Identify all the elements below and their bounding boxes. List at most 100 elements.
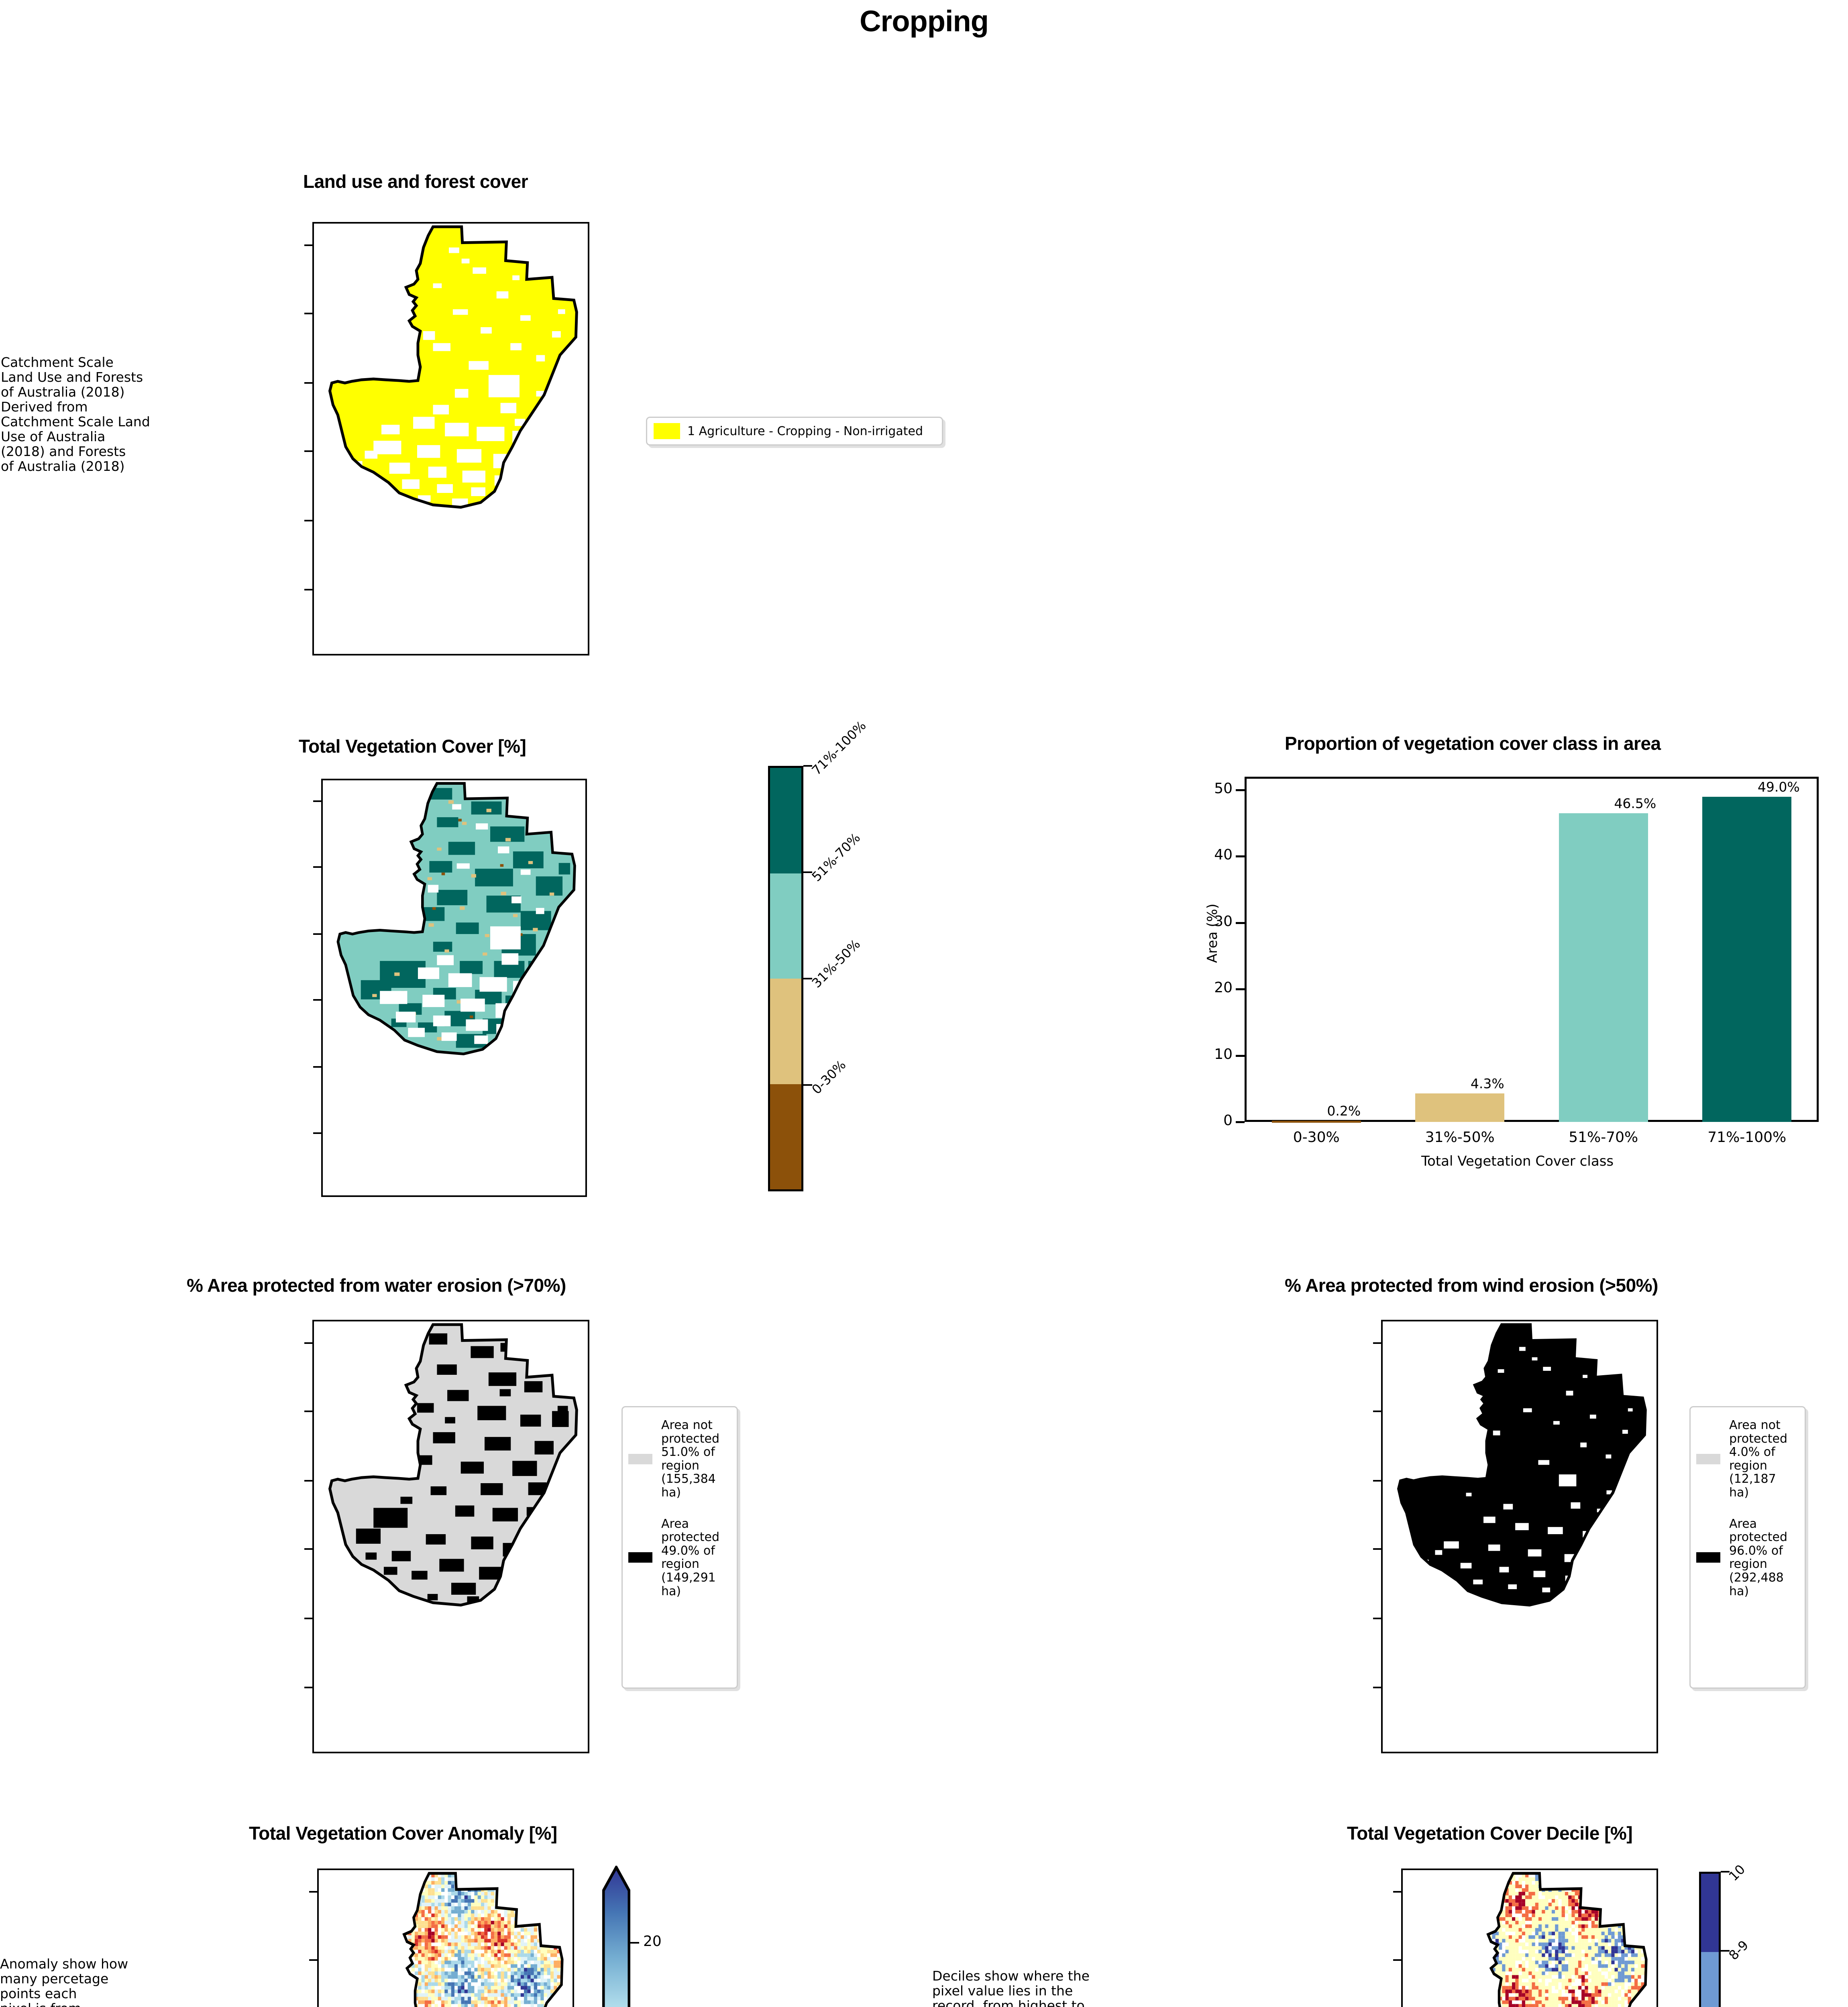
decile-seg-8-9 [1701, 1952, 1719, 2007]
bar-chart-y-tickmark [1236, 988, 1245, 991]
cbar-label-51-70: 51%-70% [809, 830, 864, 885]
land-use-map[interactable] [304, 222, 589, 655]
cbar-tick-3 [803, 1084, 812, 1086]
bar-chart-y-tick-label: 50 [1214, 780, 1233, 797]
legend-label-protected: Area protected 96.0% of region (292,488 … [1729, 1516, 1788, 1598]
legend-swatch-protected [1696, 1552, 1720, 1563]
legend-label-not-protected: Area not protected 4.0% of region (12,18… [1729, 1418, 1788, 1500]
cbar-seg-71-100 [770, 768, 801, 873]
cbar-tick-2 [803, 978, 812, 979]
legend-swatch-protected [628, 1552, 652, 1563]
wind-erosion-fill [1398, 1324, 1646, 1605]
land-use-section-title: Land use and forest cover [303, 171, 528, 192]
catchment-outline [402, 1872, 564, 2007]
cbar-seg-0-30 [770, 1084, 801, 1189]
bar-chart-y-tickmark [1236, 1121, 1245, 1123]
water-erosion-map-canvas [328, 1323, 578, 1607]
legend-swatch-not-protected [1696, 1453, 1720, 1464]
decile-seg-10 [1701, 1874, 1719, 1952]
bar-chart-y-tickmark [1236, 922, 1245, 924]
land-use-legend[interactable]: 1 Agriculture - Cropping - Non-irrigated [646, 417, 943, 446]
decile-map[interactable] [1393, 1869, 1658, 2007]
anomaly-tick-20 [630, 1942, 639, 1944]
anomaly-map[interactable] [309, 1869, 574, 2007]
wind-erosion-map[interactable] [1373, 1320, 1658, 1753]
bar-chart-bar[interactable] [1271, 1120, 1361, 1123]
bar-chart-x-tick-label: 31%-50% [1425, 1129, 1495, 1146]
decile-tick-10 [1721, 1871, 1730, 1873]
bar-chart-x-axis-label: Total Vegetation Cover class [1421, 1153, 1614, 1169]
anomaly-note: Anomaly show how many percetage points e… [0, 1956, 128, 2007]
bar-chart-y-tick-label: 10 [1214, 1046, 1233, 1063]
decile-pixels [1417, 1873, 1646, 2007]
land-use-note: Catchment Scale Land Use and Forests of … [1, 354, 150, 474]
water-erosion-legend[interactable]: Area not protected 51.0% of region (155,… [621, 1406, 738, 1689]
bar-chart-title: Proportion of vegetation cover class in … [1285, 733, 1661, 754]
cbar-label-0-30: 0-30% [809, 1057, 849, 1097]
bar-chart-x-tick-label: 0-30% [1293, 1129, 1340, 1146]
bar-chart-y-tick-label: 30 [1214, 913, 1233, 930]
anomaly-label-20: 20 [643, 1933, 662, 1950]
cbar-seg-51-70 [770, 873, 801, 979]
bar-chart-y-tickmark [1236, 789, 1245, 792]
decile-label-8-9: 8-9 [1726, 1937, 1752, 1963]
bar-chart-bar[interactable] [1702, 796, 1792, 1122]
anomaly-colorbar-body [602, 1866, 630, 2007]
bar-chart-value-label: 0.2% [1327, 1103, 1361, 1119]
anomaly-section-title: Total Vegetation Cover Anomaly [%] [249, 1823, 557, 1844]
bar-chart-y-tick-label: 40 [1214, 847, 1233, 863]
veg-cover-map[interactable] [313, 779, 587, 1197]
cbar-label-71-100: 71%-100% [809, 718, 869, 778]
anomaly-pixels [333, 1873, 562, 2007]
decile-tick-8-9 [1721, 1950, 1730, 1952]
water-erosion-section-title: % Area protected from water erosion (>70… [187, 1275, 566, 1296]
bar-chart-y-tick-label: 20 [1214, 979, 1233, 996]
decile-colorbar[interactable] [1699, 1872, 1721, 2007]
bar-chart-x-tick-label: 51%-70% [1569, 1129, 1638, 1146]
veg-cover-section-title: Total Vegetation Cover [%] [299, 736, 526, 757]
cbar-label-31-50: 31%-50% [809, 936, 864, 991]
bar-chart-value-label: 4.3% [1470, 1075, 1504, 1091]
wind-erosion-map-canvas [1397, 1323, 1647, 1607]
bar-chart-y-tick-label: 0 [1223, 1112, 1233, 1129]
decile-section-title: Total Vegetation Cover Decile [%] [1347, 1823, 1633, 1844]
water-erosion-map[interactable] [304, 1320, 589, 1753]
catchment-outline [328, 1323, 578, 1607]
water-erosion-fill [330, 1324, 577, 1605]
bar-chart-plot-area [1245, 777, 1819, 1122]
cbar-tick-top [803, 765, 812, 767]
catchment-outline [328, 225, 578, 509]
bar-chart-y-axis-label: Area (%) [1204, 904, 1220, 963]
catchment-outline [1397, 1323, 1647, 1607]
cbar-seg-31-50 [770, 979, 801, 1084]
wind-erosion-section-title: % Area protected from wind erosion (>50%… [1285, 1275, 1658, 1296]
bar-chart-value-label: 46.5% [1614, 795, 1656, 811]
wind-erosion-legend[interactable]: Area not protected 4.0% of region (12,18… [1689, 1406, 1806, 1689]
legend-swatch-cropping [654, 423, 680, 439]
bar-chart-bar[interactable] [1559, 813, 1648, 1122]
veg-cover-map-canvas [336, 782, 576, 1056]
page-title: Cropping [860, 4, 989, 38]
bar-chart-bar[interactable] [1415, 1093, 1505, 1122]
anomaly-colorbar[interactable] [602, 1866, 630, 2007]
bar-chart-value-label: 49.0% [1757, 779, 1800, 795]
bar-chart-x-tick-label: 71%-100% [1707, 1129, 1787, 1146]
veg-cover-fill [338, 783, 575, 1054]
veg-cover-colorbar[interactable] [768, 766, 803, 1191]
cbar-tick-1 [803, 871, 812, 873]
legend-label-cropping: 1 Agriculture - Cropping - Non-irrigated [687, 424, 923, 438]
catchment-outline [1486, 1872, 1648, 2007]
bar-chart-y-tickmark [1236, 1054, 1245, 1057]
legend-swatch-not-protected [628, 1453, 652, 1464]
land-use-fill [330, 226, 577, 507]
decile-note: Deciles show where the pixel value lies … [932, 1968, 1090, 2007]
anomaly-map-canvas [333, 1872, 564, 2007]
decile-label-10: 10 [1726, 1861, 1748, 1884]
catchment-outline [336, 782, 576, 1056]
decile-map-canvas [1417, 1872, 1648, 2007]
bar-chart-y-tickmark [1236, 855, 1245, 858]
legend-label-protected: Area protected 49.0% of region (149,291 … [661, 1516, 720, 1598]
land-use-map-canvas [328, 225, 578, 509]
legend-label-not-protected: Area not protected 51.0% of region (155,… [661, 1418, 720, 1500]
proportion-bar-chart[interactable]: Proportion of vegetation cover class in … [1192, 733, 1835, 1226]
